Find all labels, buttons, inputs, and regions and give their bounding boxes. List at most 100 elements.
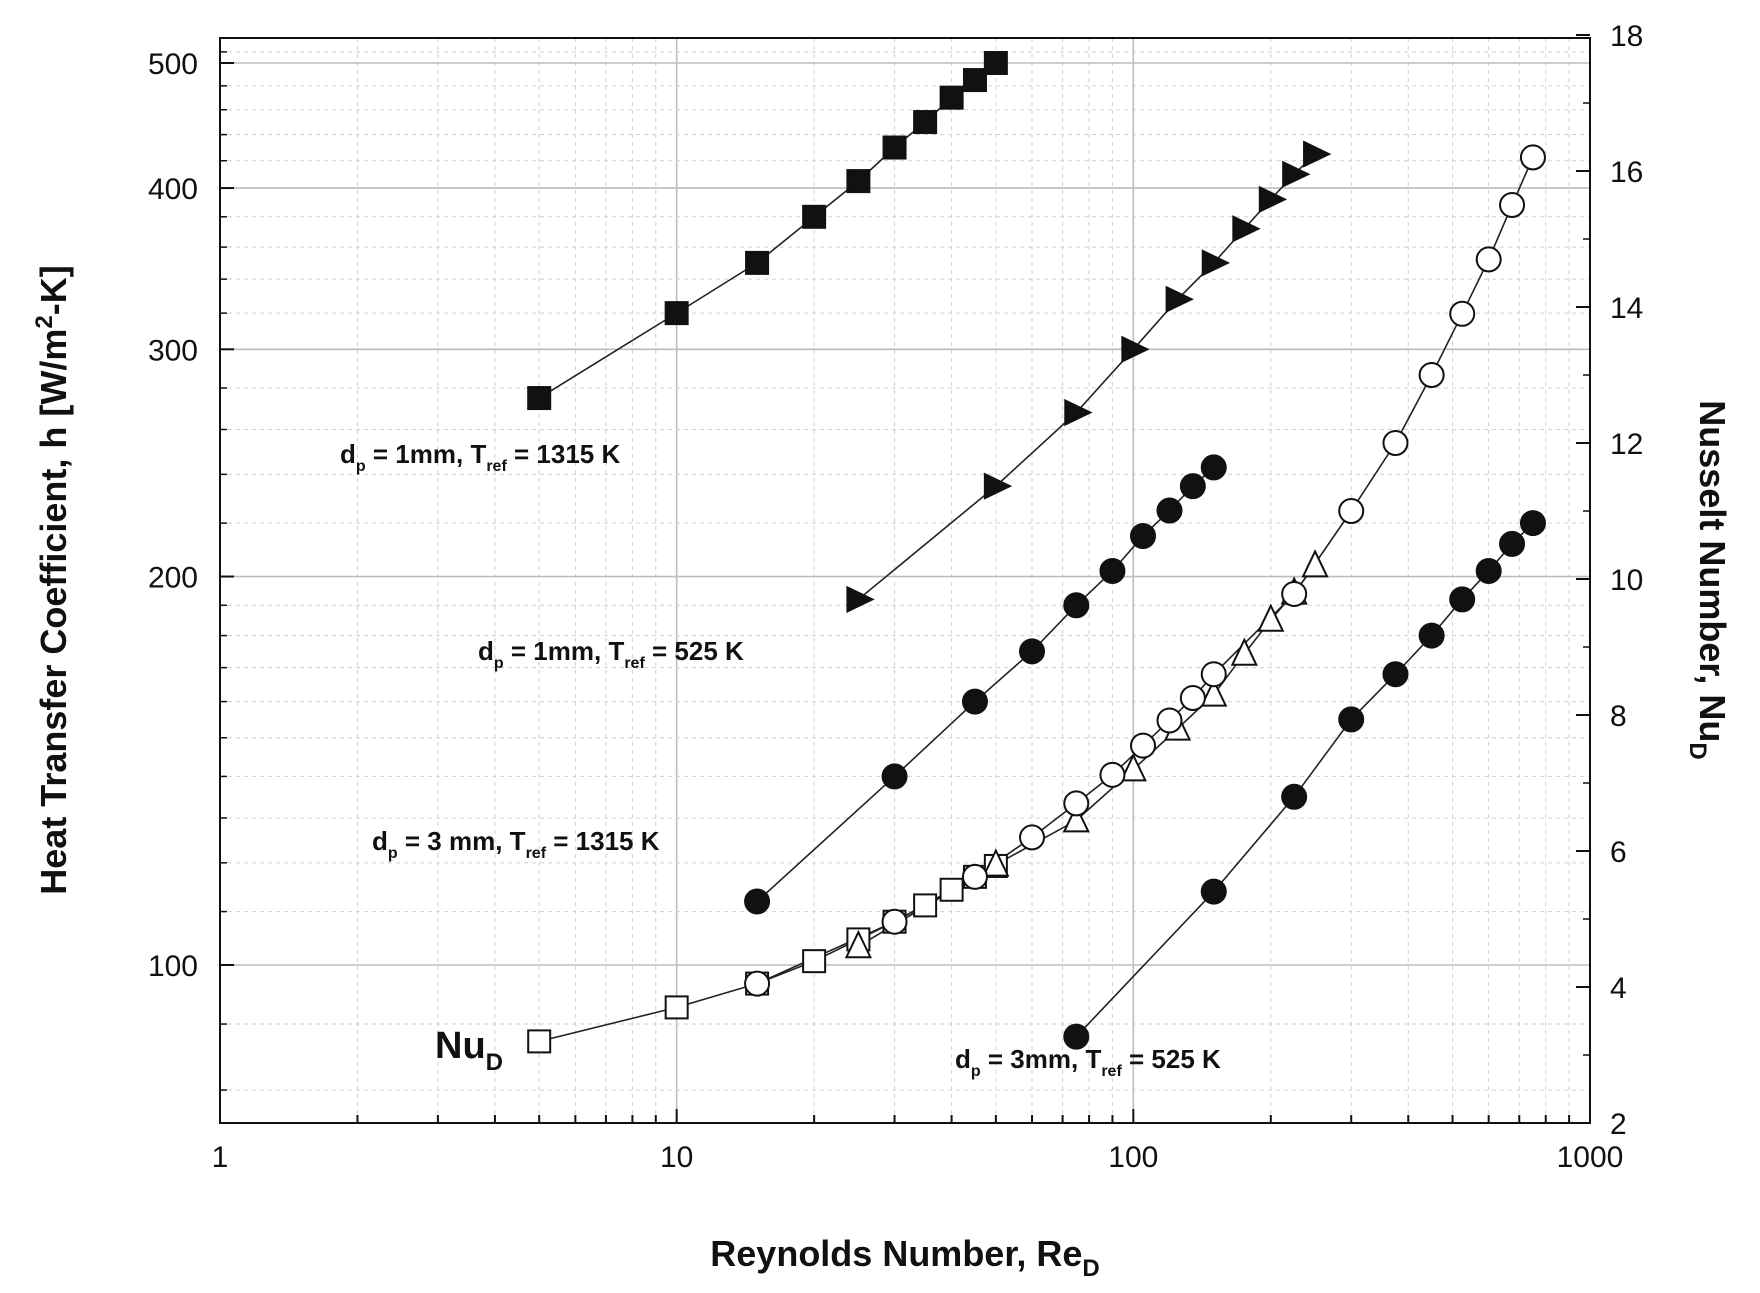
data-point-square — [913, 110, 938, 135]
series-line-5 — [857, 564, 1316, 947]
data-point-square — [983, 51, 1008, 75]
data-point-circle — [961, 688, 988, 715]
data-point-circle — [744, 888, 771, 915]
data-point-circle — [1130, 732, 1157, 759]
y-right-tick-label: 10 — [1610, 564, 1643, 597]
data-point-circle — [1519, 144, 1546, 171]
data-point-circle — [1475, 557, 1502, 584]
data-point-triangle — [1200, 678, 1228, 707]
data-point-triangle — [1121, 335, 1150, 363]
data-point-circle — [1418, 622, 1445, 649]
data-point-circle — [1418, 362, 1445, 388]
data-point-triangle — [983, 472, 1013, 500]
data-point-circle — [1099, 761, 1126, 788]
x-axis-title-sub: D — [1082, 1255, 1099, 1282]
data-point-triangle — [846, 585, 875, 613]
y-right-tick-label: 16 — [1610, 156, 1643, 189]
data-point-square — [664, 301, 689, 326]
y-left-tick-label: 100 — [148, 950, 198, 983]
grid — [220, 38, 1590, 1123]
data-point-square — [527, 386, 552, 411]
data-point-circle — [1281, 580, 1308, 607]
data-point-circle — [1200, 454, 1227, 481]
data-point-circle — [1063, 592, 1090, 619]
data-point-circle — [1130, 522, 1157, 549]
x-tick-label: 100 — [1108, 1141, 1158, 1174]
data-point-circle — [1475, 246, 1502, 273]
data-point-square — [802, 204, 827, 229]
x-axis-title: Reynolds Number, ReD — [710, 1233, 1099, 1282]
data-point-triangle — [1062, 804, 1090, 833]
data-point-circle — [1338, 706, 1365, 733]
data-point-circle — [1099, 557, 1126, 584]
data-point-triangle — [1257, 603, 1285, 632]
series-line-6 — [756, 157, 1534, 985]
y-right-tick-label: 6 — [1610, 836, 1627, 869]
y-axis-left-title-main: Heat Transfer Coefficient, h [W/m — [33, 329, 74, 895]
x-tick-label: 10 — [660, 1141, 693, 1174]
data-point-circle — [1519, 510, 1546, 537]
y-right-tick-label: 8 — [1610, 700, 1627, 733]
data-point-circle — [1499, 530, 1526, 557]
x-axis-title-main: Reynolds Number, Re — [710, 1233, 1082, 1274]
data-point-triangle — [844, 929, 872, 959]
data-point-triangle — [982, 848, 1010, 877]
data-point-square — [745, 250, 770, 275]
data-point-triangle — [1230, 637, 1258, 666]
data-point-triangle — [1064, 398, 1093, 427]
data-point-circle — [1200, 661, 1227, 688]
data-point-square — [664, 995, 689, 1020]
axis-ticks — [219, 34, 1591, 1124]
data-point-circle — [1156, 497, 1183, 524]
y-right-tick-label: 4 — [1610, 972, 1627, 1005]
y-left-tick-label: 300 — [148, 334, 198, 367]
data-point-triangle — [1301, 549, 1329, 578]
data-point-circle — [881, 763, 908, 790]
data-point-circle — [744, 970, 771, 997]
data-point-triangle — [1282, 160, 1311, 188]
data-point-triangle — [1165, 285, 1194, 313]
y-left-tick-label: 500 — [148, 48, 198, 81]
annotation-1mm-525k: dp = 1mm, Tref = 525 K — [478, 636, 744, 672]
data-point-circle — [1019, 638, 1046, 665]
data-point-circle — [1281, 783, 1308, 810]
y-right-tick-label: 18 — [1610, 20, 1643, 53]
data-point-square — [846, 169, 871, 194]
series-line-1 — [857, 153, 1316, 601]
series-markers — [527, 51, 1546, 1054]
plot-frame — [219, 37, 1591, 1124]
y-right-tick-label: 14 — [1610, 292, 1643, 325]
series-line-3 — [1075, 522, 1534, 1038]
data-point-circle — [1179, 685, 1206, 711]
series-lines — [538, 62, 1534, 1043]
y-axis-left-title-sup: 2 — [31, 315, 58, 328]
annotation-3mm-525k: dp = 3mm, Tref = 525 K — [955, 1044, 1221, 1080]
y-right-tick-label: 2 — [1610, 1108, 1627, 1141]
data-point-circle — [1449, 586, 1476, 613]
y-axis-left-title-end: -K] — [33, 265, 74, 315]
data-point-circle — [1338, 498, 1365, 524]
data-point-circle — [881, 908, 908, 935]
x-tick-label: 1 — [212, 1141, 229, 1174]
data-point-square — [802, 949, 827, 974]
data-point-circle — [1063, 1023, 1090, 1050]
data-point-circle — [1063, 790, 1090, 817]
data-point-square — [962, 68, 987, 93]
data-point-square — [939, 85, 964, 110]
annotation-nud: NuD — [435, 1025, 503, 1076]
data-point-triangle — [1258, 185, 1288, 213]
y-left-tick-label: 200 — [148, 562, 198, 595]
data-point-circle — [1156, 707, 1183, 734]
data-point-square — [913, 893, 938, 918]
data-point-triangle — [1201, 249, 1231, 277]
data-point-circle — [1449, 300, 1476, 327]
data-point-triangle — [1119, 753, 1147, 782]
y-axis-right-title: Nusselt Number, NuD — [1684, 400, 1733, 759]
data-point-circle — [1200, 878, 1227, 905]
x-tick-label: 1000 — [1557, 1141, 1624, 1174]
data-point-square — [939, 877, 964, 902]
y-left-tick-label: 400 — [148, 173, 198, 206]
data-point-triangle — [1232, 215, 1261, 243]
y-right-tick-label: 12 — [1610, 428, 1643, 461]
